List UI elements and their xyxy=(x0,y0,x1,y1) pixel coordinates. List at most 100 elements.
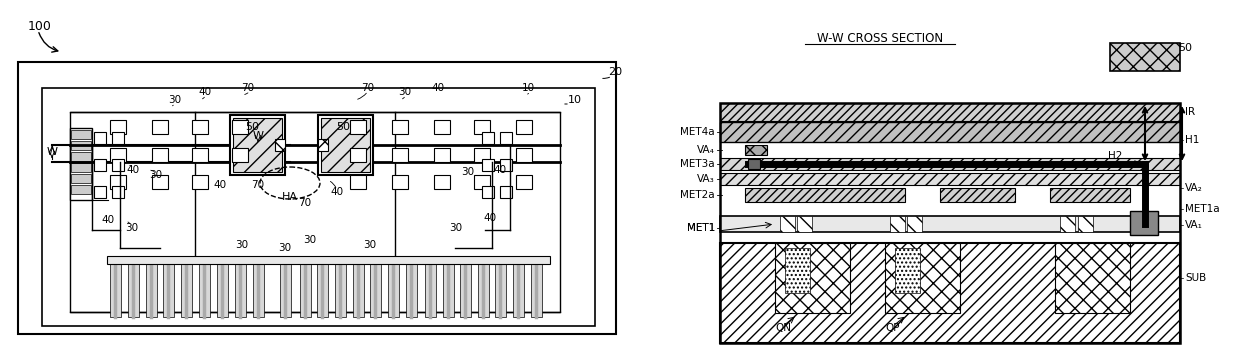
Bar xyxy=(482,186,494,198)
Bar xyxy=(350,120,366,134)
Bar xyxy=(217,262,228,317)
Bar xyxy=(516,120,532,134)
Text: 50: 50 xyxy=(336,122,351,132)
Bar xyxy=(745,188,905,202)
Text: 40: 40 xyxy=(126,165,140,175)
Bar xyxy=(71,174,91,183)
Text: 20: 20 xyxy=(608,67,622,77)
Bar xyxy=(775,243,849,313)
Text: 30: 30 xyxy=(125,223,139,233)
Bar xyxy=(720,216,1180,232)
Bar xyxy=(153,120,167,134)
Text: MET1: MET1 xyxy=(687,223,715,233)
Bar xyxy=(531,262,542,317)
Text: 40: 40 xyxy=(494,165,507,175)
Text: MET4a: MET4a xyxy=(681,127,715,137)
Bar xyxy=(1078,216,1092,232)
Text: QN: QN xyxy=(775,323,791,333)
Bar xyxy=(370,262,381,317)
Bar xyxy=(321,118,370,172)
Bar xyxy=(112,159,124,171)
Bar xyxy=(1055,243,1130,313)
Bar xyxy=(112,186,124,198)
Text: 30: 30 xyxy=(398,87,412,97)
Text: IR: IR xyxy=(1185,107,1195,117)
Bar xyxy=(19,62,616,334)
Bar xyxy=(94,132,105,144)
Bar xyxy=(388,262,399,317)
Bar xyxy=(392,148,408,162)
Text: MET2a: MET2a xyxy=(681,190,715,200)
Bar xyxy=(434,120,450,134)
Bar xyxy=(162,262,174,317)
Text: 10: 10 xyxy=(568,95,582,105)
Bar xyxy=(495,262,506,317)
Text: 50: 50 xyxy=(246,122,259,132)
Bar xyxy=(275,139,285,151)
Bar xyxy=(94,186,105,198)
Bar xyxy=(895,248,920,293)
Bar xyxy=(474,120,490,134)
Text: SUB: SUB xyxy=(1185,273,1207,283)
Bar xyxy=(192,120,208,134)
Bar xyxy=(110,120,126,134)
Bar xyxy=(890,216,905,232)
Bar xyxy=(69,128,92,200)
Bar xyxy=(500,186,512,198)
Bar xyxy=(392,120,408,134)
Bar xyxy=(720,243,1180,343)
Text: 40: 40 xyxy=(198,87,212,97)
Bar xyxy=(405,262,417,317)
Bar xyxy=(1060,216,1075,232)
Bar xyxy=(474,175,490,189)
Bar xyxy=(300,262,311,317)
Text: MET1a: MET1a xyxy=(1185,204,1220,214)
Bar xyxy=(1130,211,1158,235)
Bar xyxy=(785,248,810,293)
Bar xyxy=(1110,43,1180,71)
Bar xyxy=(107,256,551,264)
Bar xyxy=(69,112,560,312)
Text: VA₃: VA₃ xyxy=(697,174,715,184)
Text: H1: H1 xyxy=(1185,135,1199,145)
Bar xyxy=(720,103,1180,121)
Text: MET1: MET1 xyxy=(687,223,715,233)
Bar xyxy=(192,175,208,189)
Bar xyxy=(335,262,346,317)
Bar xyxy=(474,148,490,162)
Bar xyxy=(192,148,208,162)
Bar xyxy=(71,185,91,194)
Bar xyxy=(482,132,494,144)
Bar xyxy=(42,88,595,326)
Text: 30: 30 xyxy=(363,240,377,250)
Text: HA: HA xyxy=(281,192,298,202)
Text: 40: 40 xyxy=(484,213,496,223)
Bar xyxy=(232,148,248,162)
Bar xyxy=(146,262,157,317)
Bar xyxy=(443,262,454,317)
Bar xyxy=(110,148,126,162)
Bar xyxy=(110,175,126,189)
Text: 40: 40 xyxy=(102,215,114,225)
Bar xyxy=(112,132,124,144)
Text: 10: 10 xyxy=(522,83,534,93)
Bar xyxy=(516,175,532,189)
Bar xyxy=(434,148,450,162)
Bar xyxy=(236,262,246,317)
Bar xyxy=(71,141,91,150)
Bar xyxy=(780,216,795,232)
Text: MET3a: MET3a xyxy=(681,159,715,169)
Bar xyxy=(232,120,248,134)
Text: W: W xyxy=(253,131,263,141)
Bar xyxy=(516,148,532,162)
Text: 30: 30 xyxy=(449,223,463,233)
Bar xyxy=(940,188,1016,202)
Bar xyxy=(253,262,264,317)
Text: W-W CROSS SECTION: W-W CROSS SECTION xyxy=(817,31,944,44)
Text: VA₄: VA₄ xyxy=(697,145,715,155)
Bar xyxy=(748,159,760,169)
Text: VA₁: VA₁ xyxy=(1185,220,1203,230)
Bar xyxy=(229,115,285,175)
Bar xyxy=(233,118,281,172)
Text: 30: 30 xyxy=(236,240,248,250)
